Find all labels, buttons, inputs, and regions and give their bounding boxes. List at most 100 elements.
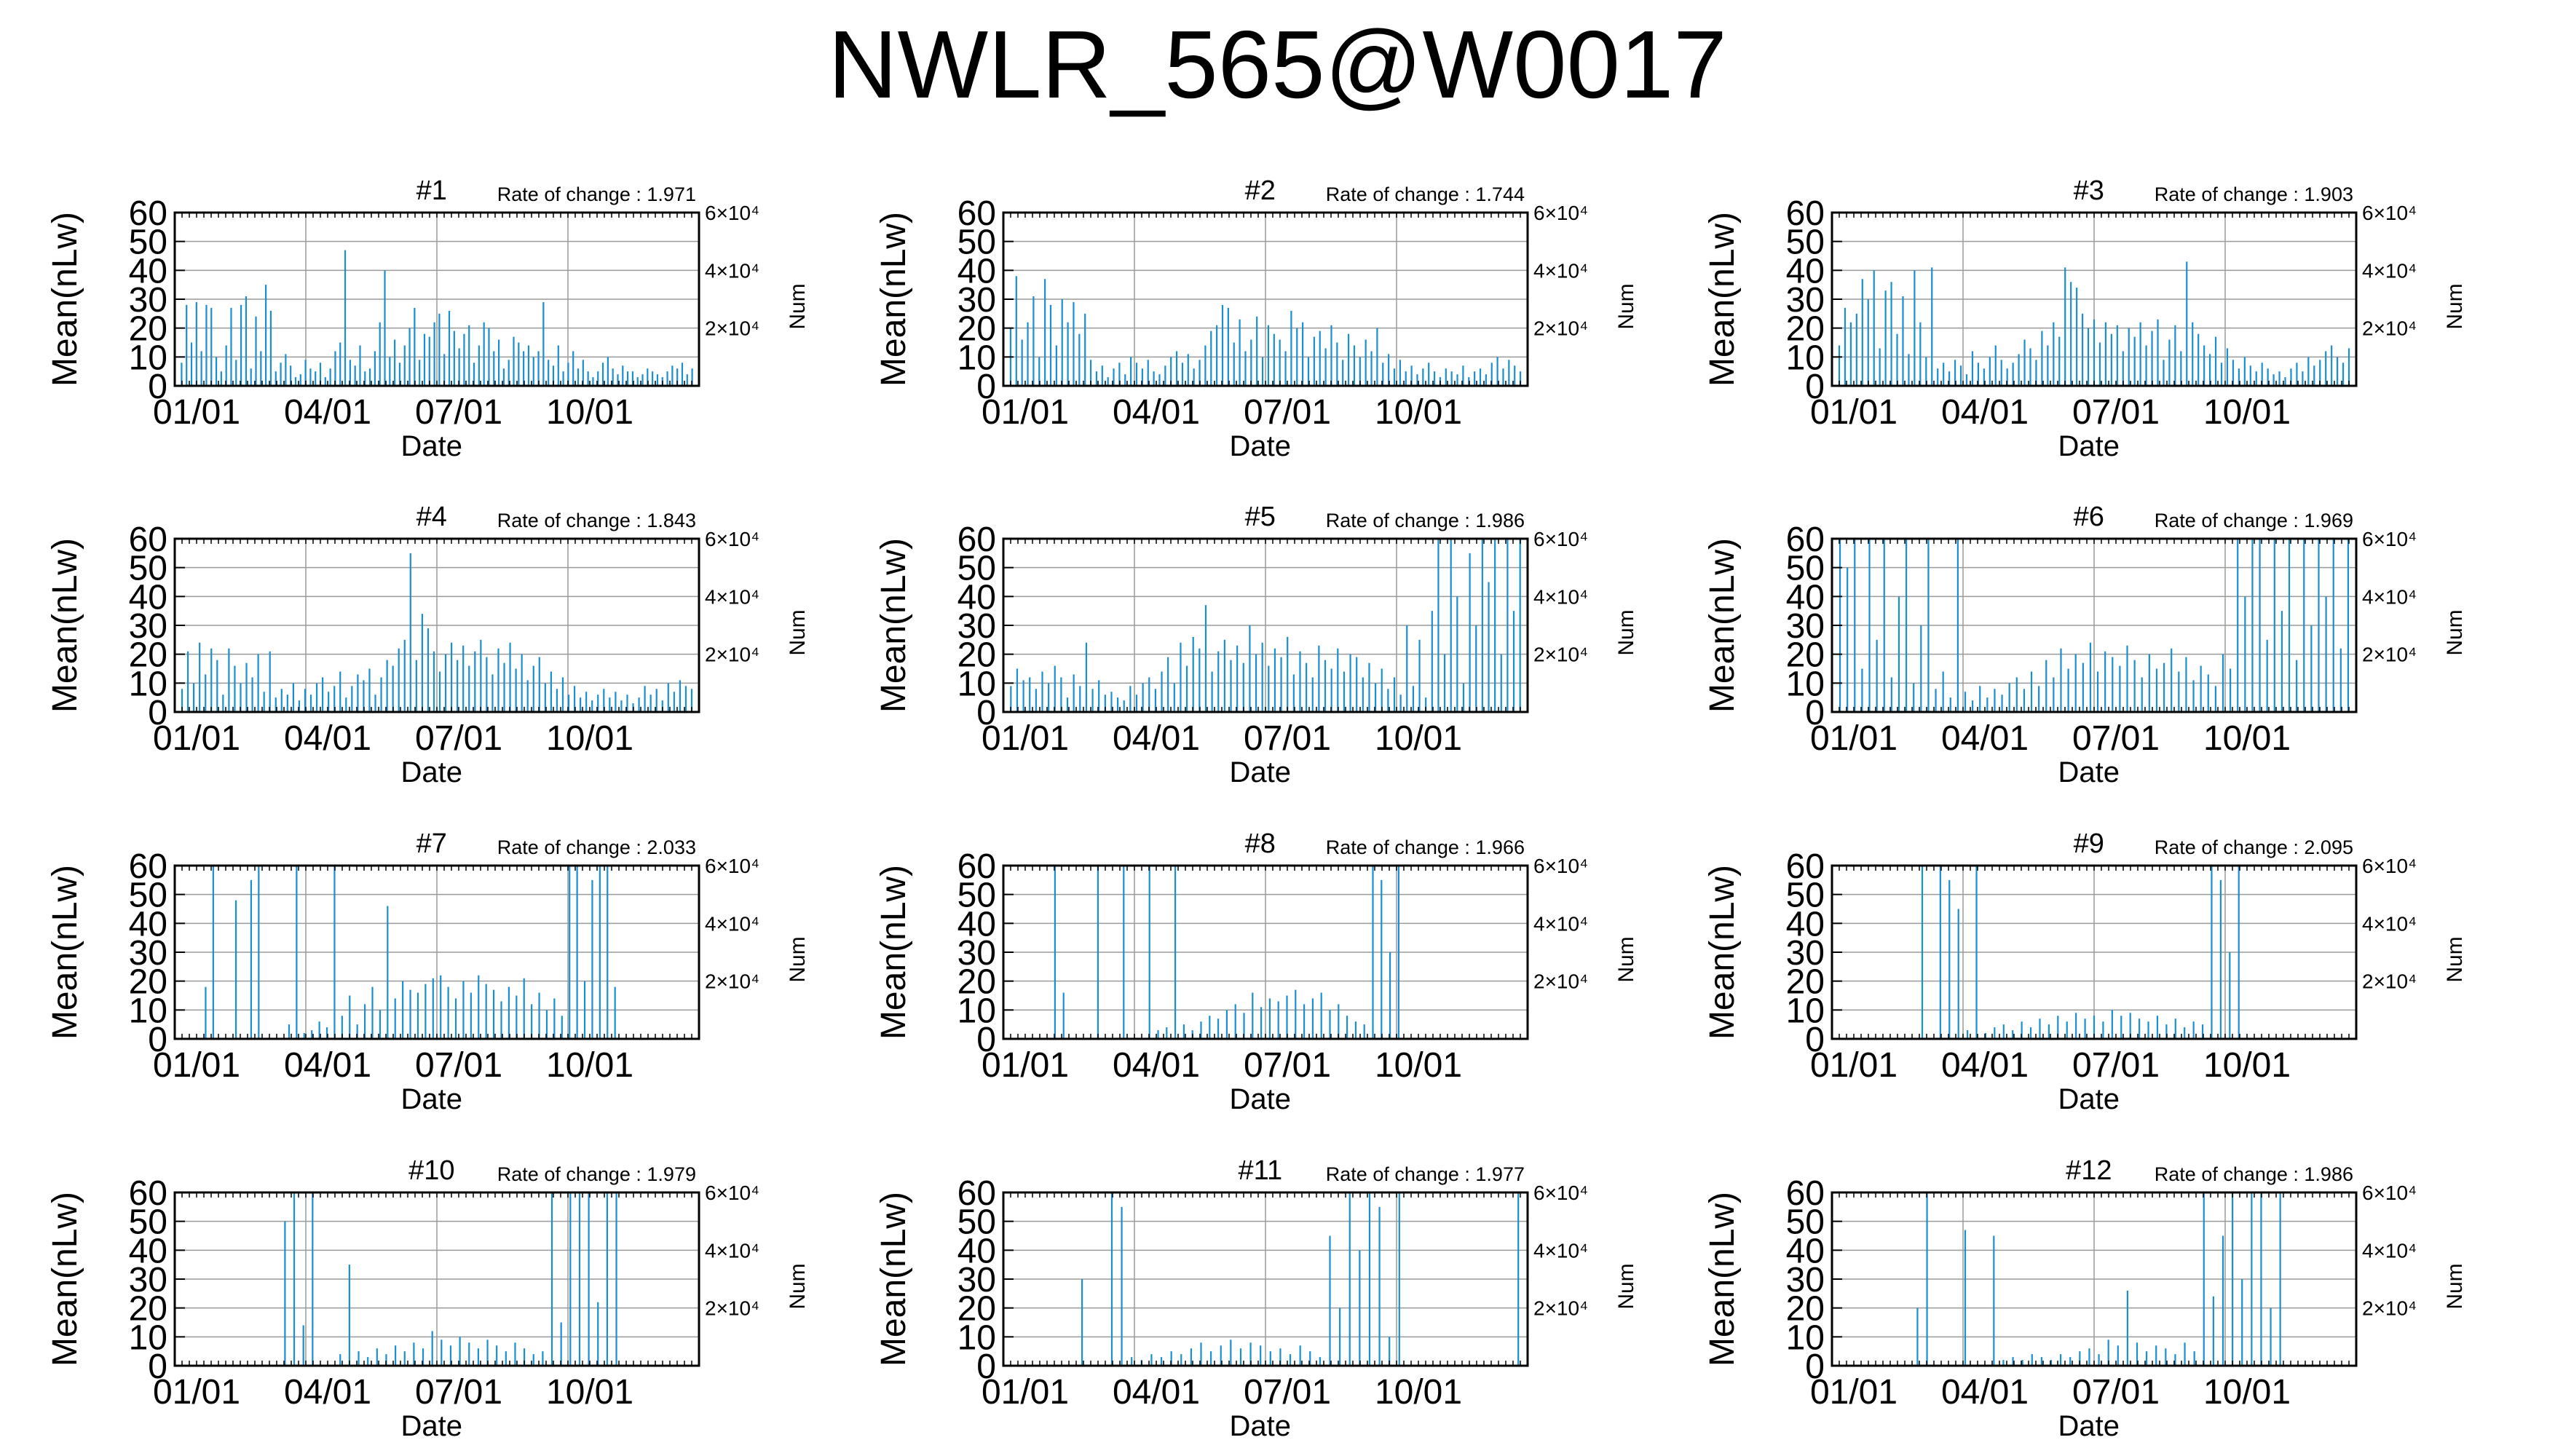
x-axis-title: Date (401, 1410, 463, 1442)
y-tick-label: 40 (957, 1232, 996, 1270)
y2-axis-title: Num (2443, 936, 2467, 982)
x-tick-label: 10/01 (2203, 393, 2291, 432)
x-tick-label: 10/01 (546, 1373, 633, 1412)
y-tick-label: 60 (957, 847, 996, 886)
y2-axis-title: Num (786, 609, 810, 655)
x-tick-label: 10/01 (546, 719, 633, 758)
rate-of-change-label: Rate of change : 2.095 (2155, 836, 2353, 858)
y2-tick-label: 4×10⁴ (2362, 585, 2417, 608)
panel-title: #2 (1245, 175, 1276, 206)
y2-tick-label: 6×10⁴ (2362, 855, 2417, 877)
y2-tick-label: 4×10⁴ (2362, 259, 2417, 282)
x-tick-label: 01/01 (1810, 1046, 1898, 1085)
y-tick-label: 0 (1805, 694, 1825, 732)
y2-tick-label: 4×10⁴ (705, 1239, 759, 1262)
panel-title: #5 (1245, 502, 1276, 532)
x-tick-label: 10/01 (1375, 1046, 1462, 1085)
y2-axis-title: Num (786, 283, 810, 329)
y-tick-label: 40 (957, 252, 996, 290)
x-tick-label: 10/01 (1375, 393, 1462, 432)
y-tick-label: 30 (957, 607, 996, 646)
x-tick-label: 01/01 (982, 1373, 1069, 1412)
rate-of-change-label: Rate of change : 1.971 (497, 183, 696, 205)
rate-of-change-label: Rate of change : 1.744 (1326, 183, 1525, 205)
y2-tick-label: 2×10⁴ (2362, 317, 2417, 340)
panel-title: #11 (1239, 1155, 1283, 1186)
x-axis-title: Date (1230, 1410, 1292, 1442)
rate-of-change-label: Rate of change : 1.986 (2155, 1163, 2353, 1185)
y2-axis-title: Num (786, 936, 810, 982)
y-tick-label: 20 (957, 1290, 996, 1329)
y-tick-label: 0 (976, 1021, 996, 1059)
y-tick-label: 0 (148, 368, 167, 406)
y-tick-label: 20 (1786, 963, 1825, 1002)
x-tick-label: 07/01 (1244, 1373, 1331, 1412)
x-axis-title: Date (401, 1083, 463, 1115)
y-tick-label: 10 (957, 339, 996, 377)
panel-title: #9 (2074, 828, 2104, 859)
y-tick-label: 20 (129, 310, 167, 349)
y-tick-label: 10 (957, 665, 996, 703)
x-tick-label: 01/01 (153, 719, 240, 758)
x-tick-label: 10/01 (546, 393, 633, 432)
y-tick-label: 30 (129, 934, 167, 973)
panel-title: #3 (2074, 175, 2104, 206)
y-tick-label: 30 (1786, 607, 1825, 646)
rate-of-change-label: Rate of change : 1.977 (1326, 1163, 1525, 1185)
x-tick-label: 04/01 (1941, 1046, 2029, 1085)
x-tick-label: 04/01 (284, 393, 371, 432)
y-tick-label: 20 (129, 1290, 167, 1329)
x-tick-label: 04/01 (1941, 719, 2029, 758)
y-axis-title: Mean(nLw) (874, 865, 913, 1040)
y-tick-label: 0 (1805, 1348, 1825, 1386)
x-tick-label: 04/01 (1941, 393, 2029, 432)
x-tick-label: 01/01 (1810, 1373, 1898, 1412)
x-axis-title: Date (1230, 1083, 1292, 1115)
y-axis-title: Mean(nLw) (46, 538, 84, 713)
x-tick-label: 07/01 (2072, 1046, 2160, 1085)
y-tick-label: 40 (1786, 252, 1825, 290)
y2-tick-label: 4×10⁴ (705, 912, 759, 935)
y-tick-label: 10 (129, 992, 167, 1030)
y-tick-label: 50 (129, 550, 167, 588)
page-title: NWLR_565@W0017 (828, 11, 1727, 118)
y-tick-label: 40 (129, 252, 167, 290)
x-tick-label: 01/01 (153, 1373, 240, 1412)
y-tick-label: 40 (957, 578, 996, 617)
panel-title: #7 (416, 828, 447, 859)
y2-tick-label: 4×10⁴ (1533, 259, 1588, 282)
y2-tick-label: 2×10⁴ (1533, 644, 1588, 666)
x-axis-title: Date (2058, 1083, 2120, 1115)
y2-tick-label: 2×10⁴ (705, 644, 759, 666)
x-tick-label: 01/01 (982, 393, 1069, 432)
y2-tick-label: 2×10⁴ (705, 1297, 759, 1320)
y-tick-label: 40 (1786, 578, 1825, 617)
y2-tick-label: 6×10⁴ (1533, 855, 1588, 877)
x-tick-label: 04/01 (1113, 719, 1200, 758)
x-tick-label: 10/01 (1375, 719, 1462, 758)
y2-tick-label: 4×10⁴ (705, 585, 759, 608)
x-axis-title: Date (1230, 756, 1292, 788)
y-tick-label: 60 (957, 521, 996, 559)
y2-axis-title: Num (1614, 609, 1638, 655)
x-tick-label: 01/01 (1810, 393, 1898, 432)
y2-tick-label: 4×10⁴ (2362, 1239, 2417, 1262)
y-tick-label: 40 (1786, 1232, 1825, 1270)
x-axis-title: Date (1230, 430, 1292, 462)
y-tick-label: 50 (129, 1203, 167, 1242)
x-tick-label: 07/01 (415, 719, 502, 758)
y-tick-label: 30 (129, 281, 167, 320)
rate-of-change-label: Rate of change : 1.843 (497, 510, 696, 531)
y-tick-label: 50 (1786, 550, 1825, 588)
y2-tick-label: 6×10⁴ (705, 202, 759, 224)
y2-tick-label: 6×10⁴ (2362, 202, 2417, 224)
y-tick-label: 50 (129, 877, 167, 915)
y-tick-label: 60 (957, 1174, 996, 1213)
y2-tick-label: 2×10⁴ (2362, 644, 2417, 666)
y-tick-label: 10 (957, 992, 996, 1030)
